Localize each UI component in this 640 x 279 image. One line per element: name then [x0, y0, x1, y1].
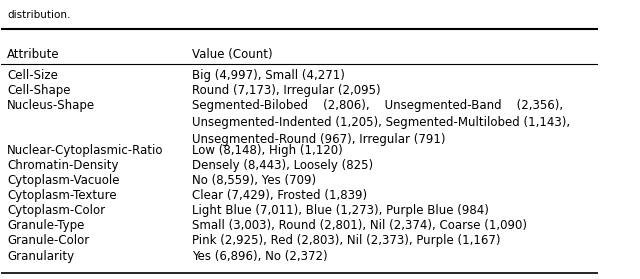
Text: Clear (7,429), Frosted (1,839): Clear (7,429), Frosted (1,839) — [192, 189, 367, 202]
Text: Small (3,003), Round (2,801), Nil (2,374), Coarse (1,090): Small (3,003), Round (2,801), Nil (2,374… — [192, 220, 527, 232]
Text: Chromatin-Density: Chromatin-Density — [7, 159, 119, 172]
Text: Granule-Type: Granule-Type — [7, 220, 84, 232]
Text: Segmented-Bilobed    (2,806),    Unsegmented-Band    (2,356),
Unsegmented-Indent: Segmented-Bilobed (2,806), Unsegmented-B… — [192, 99, 570, 146]
Text: Cytoplasm-Vacuole: Cytoplasm-Vacuole — [7, 174, 120, 187]
Text: Cytoplasm-Texture: Cytoplasm-Texture — [7, 189, 117, 202]
Text: No (8,559), Yes (709): No (8,559), Yes (709) — [192, 174, 316, 187]
Text: Value (Count): Value (Count) — [192, 48, 273, 61]
Text: Nuclear-Cytoplasmic-Ratio: Nuclear-Cytoplasmic-Ratio — [7, 144, 164, 157]
Text: Densely (8,443), Loosely (825): Densely (8,443), Loosely (825) — [192, 159, 373, 172]
Text: Big (4,997), Small (4,271): Big (4,997), Small (4,271) — [192, 69, 345, 82]
Text: Round (7,173), Irregular (2,095): Round (7,173), Irregular (2,095) — [192, 84, 381, 97]
Text: Nucleus-Shape: Nucleus-Shape — [7, 99, 95, 112]
Text: Attribute: Attribute — [7, 48, 60, 61]
Text: distribution.: distribution. — [7, 10, 71, 20]
Text: Granularity: Granularity — [7, 249, 74, 263]
Text: Pink (2,925), Red (2,803), Nil (2,373), Purple (1,167): Pink (2,925), Red (2,803), Nil (2,373), … — [192, 234, 500, 247]
Text: Low (8,148), High (1,120): Low (8,148), High (1,120) — [192, 144, 343, 157]
Text: Cell-Shape: Cell-Shape — [7, 84, 71, 97]
Text: Yes (6,896), No (2,372): Yes (6,896), No (2,372) — [192, 249, 328, 263]
Text: Cell-Size: Cell-Size — [7, 69, 58, 82]
Text: Light Blue (7,011), Blue (1,273), Purple Blue (984): Light Blue (7,011), Blue (1,273), Purple… — [192, 205, 489, 217]
Text: Cytoplasm-Color: Cytoplasm-Color — [7, 205, 106, 217]
Text: Granule-Color: Granule-Color — [7, 234, 90, 247]
